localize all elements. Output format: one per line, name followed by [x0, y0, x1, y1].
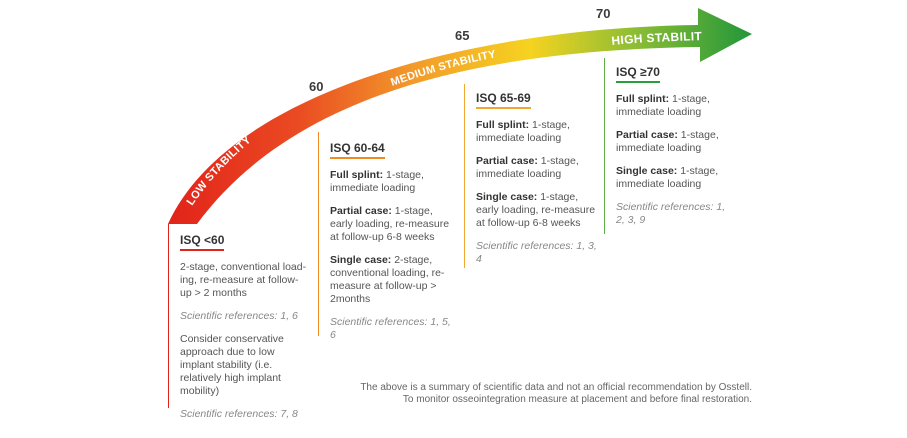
- recommendation-text: 2-stage, conventional load-ing, re-measu…: [180, 261, 307, 299]
- scientific-references: Scientific references: 7, 8: [180, 408, 298, 420]
- divider-low: [168, 224, 169, 408]
- recommendation-item: Full splint: 1-stage, immediate loading: [330, 169, 424, 194]
- recommendation-item: Full splint: 1-stage, immediate loading: [476, 119, 570, 144]
- divider-65: [464, 84, 465, 268]
- recommendation-item: Single case: 2-stage, conventional loadi…: [330, 254, 445, 305]
- threshold-70: 70: [596, 6, 611, 21]
- footnote: The above is a summary of scientific dat…: [330, 382, 752, 406]
- column-isq-65-69: ISQ 65-69 Full splint: 1-stage, immediat…: [476, 92, 601, 276]
- divider-60: [318, 132, 319, 336]
- scientific-references: Scientific references: 1, 5, 6: [330, 316, 451, 341]
- column-header: ISQ 65-69: [476, 92, 531, 109]
- recommendation-item: Single case: 1-stage, early loading, re-…: [476, 191, 596, 229]
- threshold-65: 65: [455, 28, 470, 43]
- divider-70: [604, 58, 605, 234]
- footnote-line: To monitor osseointegration measure at p…: [402, 394, 752, 405]
- scientific-references: Scientific references: 1, 6: [180, 310, 298, 322]
- column-isq-70: ISQ ≥70 Full splint: 1-stage, immediate …: [616, 66, 731, 237]
- column-isq-low: ISQ <60 2-stage, conventional load-ing, …: [180, 234, 310, 431]
- footnote-line: The above is a summary of scientific dat…: [360, 382, 752, 393]
- column-isq-60-64: ISQ 60-64 Full splint: 1-stage, immediat…: [330, 142, 455, 352]
- scientific-references: Scientific references: 1, 3, 4: [476, 240, 597, 265]
- recommendation-item: Full splint: 1-stage, immediate loading: [616, 93, 710, 118]
- scientific-references: Scientific references: 1, 2, 3, 9: [616, 201, 726, 226]
- recommendation-item: Partial case: 1-stage, immediate loading: [476, 155, 579, 180]
- recommendation-item: Partial case: 1-stage, early loading, re…: [330, 205, 450, 243]
- column-header: ISQ 60-64: [330, 142, 385, 159]
- column-header: ISQ <60: [180, 234, 225, 251]
- threshold-60: 60: [309, 79, 324, 94]
- recommendation-text: Consider conservative approach due to lo…: [180, 333, 284, 397]
- recommendation-item: Partial case: 1-stage, immediate loading: [616, 129, 719, 154]
- recommendation-item: Single case: 1-stage, immediate loading: [616, 165, 719, 190]
- column-header: ISQ ≥70: [616, 66, 660, 83]
- arrow-body: [168, 8, 752, 224]
